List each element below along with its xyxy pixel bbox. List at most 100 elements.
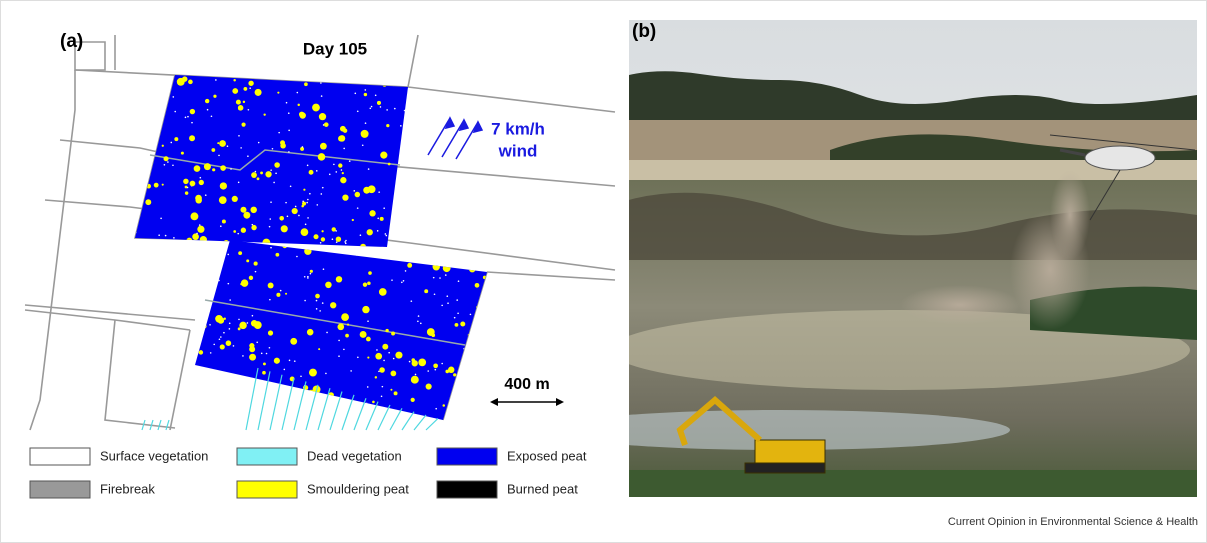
smoulder-spot: [364, 93, 367, 96]
vegetation-speck: [362, 144, 364, 146]
vegetation-speck: [332, 397, 334, 399]
smoulder-spot: [154, 183, 159, 188]
vegetation-speck: [375, 94, 377, 96]
vegetation-speck: [424, 251, 426, 253]
smoulder-spot: [220, 182, 227, 189]
smoulder-spot: [190, 109, 195, 114]
vegetation-speck: [366, 403, 368, 405]
vegetation-speck: [247, 322, 249, 324]
vegetation-speck: [272, 148, 274, 150]
smoulder-spot: [255, 89, 262, 96]
smoulder-spot: [475, 283, 480, 288]
smoulder-spot: [148, 137, 153, 142]
vegetation-speck: [269, 420, 271, 422]
vegetation-speck: [214, 411, 216, 413]
smoulder-spot: [292, 208, 298, 214]
vegetation-speck: [377, 230, 379, 232]
vegetation-speck: [200, 177, 202, 179]
smoulder-spot: [251, 172, 257, 178]
smoulder-spot: [363, 282, 367, 286]
smoulder-spot: [238, 108, 240, 110]
smoulder-spot: [324, 122, 329, 127]
vegetation-speck: [301, 75, 303, 77]
smoulder-spot: [443, 264, 451, 272]
vegetation-speck: [409, 361, 411, 363]
smoulder-spot: [162, 145, 164, 147]
vegetation-speck: [383, 207, 385, 209]
smoulder-spot: [201, 271, 206, 276]
smoulder-spot: [249, 346, 255, 352]
smoulder-spot: [194, 165, 201, 172]
smoulder-spot: [281, 225, 288, 232]
smoulder-spot: [279, 216, 284, 221]
smoulder-spot: [189, 135, 195, 141]
hatch-line: [166, 420, 169, 430]
smoulder-spot: [360, 331, 367, 338]
smoulder-spot: [426, 383, 432, 389]
vegetation-speck: [338, 355, 340, 357]
hatch-line: [158, 420, 161, 430]
smoulder-spot: [280, 143, 286, 149]
hatch-line: [270, 375, 282, 430]
smoulder-spot: [238, 327, 241, 330]
vegetation-speck: [365, 89, 367, 91]
vegetation-speck: [357, 356, 359, 358]
smoulder-spot: [263, 114, 265, 116]
vegetation-speck: [436, 252, 438, 254]
vegetation-speck: [446, 251, 448, 253]
legend-label: Firebreak: [100, 481, 155, 496]
vegetation-speck: [242, 355, 244, 357]
vegetation-speck: [165, 235, 167, 237]
smoulder-spot: [424, 289, 428, 293]
smoulder-spot: [145, 199, 151, 205]
smoulder-spot: [233, 79, 235, 81]
vegetation-speck: [230, 168, 232, 170]
smoulder-spot: [390, 389, 392, 391]
smoulder-spot: [200, 372, 208, 380]
vegetation-speck: [286, 102, 288, 104]
vegetation-speck: [187, 116, 189, 118]
smoulder-spot: [391, 332, 395, 336]
vegetation-speck: [344, 241, 346, 243]
wind-label: wind: [498, 141, 538, 160]
vegetation-speck: [158, 234, 160, 236]
smoulder-spot: [336, 276, 342, 282]
smoulder-spot: [204, 163, 211, 170]
vegetation-speck: [140, 98, 142, 100]
vegetation-speck: [420, 323, 422, 325]
smoulder-spot: [318, 153, 326, 161]
smoulder-spot: [465, 386, 468, 389]
smoulder-spot: [135, 91, 143, 99]
vegetation-speck: [150, 147, 152, 149]
smoulder-spot: [411, 398, 415, 402]
smoulder-spot: [403, 246, 409, 252]
vegetation-speck: [229, 299, 231, 301]
smoulder-spot: [231, 396, 234, 399]
smoulder-spot: [341, 313, 349, 321]
smoulder-spot: [132, 117, 134, 119]
smoulder-spot: [446, 238, 451, 243]
smoulder-spot: [309, 369, 317, 377]
vegetation-speck: [296, 256, 298, 258]
smoulder-spot: [312, 104, 320, 112]
smoulder-spot: [453, 373, 456, 376]
vegetation-speck: [371, 106, 373, 108]
vegetation-speck: [172, 96, 174, 98]
vegetation-speck: [146, 122, 148, 124]
smoulder-spot: [321, 230, 323, 232]
smoulder-spot: [239, 322, 246, 329]
vegetation-speck: [475, 399, 477, 401]
vegetation-speck: [316, 204, 318, 206]
legend-label: Smouldering peat: [307, 481, 409, 496]
vegetation-speck: [223, 332, 225, 334]
smoulder-spot: [368, 76, 370, 78]
hatch-line: [342, 395, 354, 430]
vegetation-speck: [160, 218, 162, 220]
vegetation-speck: [459, 421, 461, 423]
vegetation-speck: [332, 238, 334, 240]
smoulder-spot: [375, 353, 382, 360]
smoulder-spot: [243, 101, 245, 103]
smoulder-spot: [220, 165, 226, 171]
vegetation-speck: [357, 111, 359, 113]
smoulder-spot: [282, 243, 287, 248]
